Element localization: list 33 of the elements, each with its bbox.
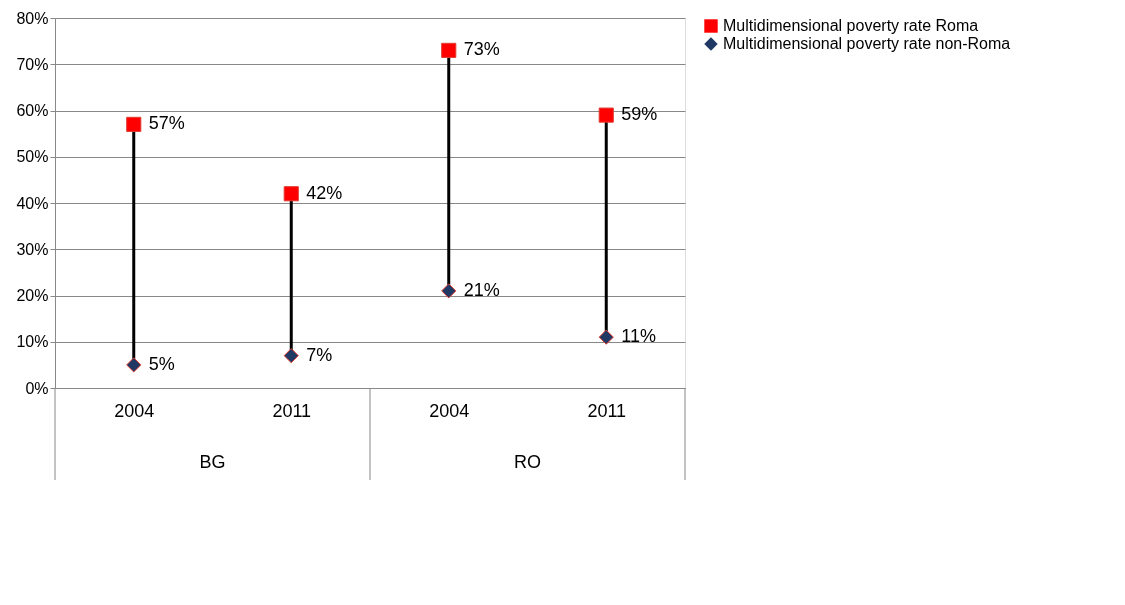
y-tick-label: 20%	[16, 287, 49, 304]
y-tick-label: 30%	[16, 240, 49, 258]
y-tick-label: 0%	[25, 379, 49, 397]
y-tick-label: 80%	[16, 9, 49, 27]
point	[598, 329, 614, 345]
x-tick-label: 2004	[429, 400, 470, 421]
y-tick-label: 40%	[16, 194, 49, 212]
x-tick-label: 2011	[587, 400, 627, 421]
text: RO	[514, 452, 541, 472]
data-label: 59%	[621, 104, 658, 125]
point	[283, 186, 299, 202]
x-tick-label: 2004	[114, 400, 155, 421]
point	[126, 116, 142, 132]
point	[126, 357, 142, 373]
data-label: 73%	[463, 39, 500, 60]
text: BG	[199, 452, 226, 472]
data-label: 21%	[463, 279, 500, 300]
legend-label: Multidimensional poverty rate non-Roma	[723, 35, 1011, 52]
point	[441, 42, 457, 58]
x-tick-label: 2011	[272, 400, 312, 421]
y-tick-label: 70%	[16, 55, 49, 73]
data-label: 42%	[306, 182, 343, 203]
data-label: 7%	[306, 344, 333, 365]
y-tick-label: 10%	[16, 333, 49, 351]
y-tick-label: 50%	[16, 148, 49, 166]
y-tick-label: 60%	[16, 102, 49, 119]
data-label: 5%	[148, 353, 175, 374]
data-label: 57%	[148, 113, 185, 134]
point	[283, 348, 299, 364]
point	[441, 283, 457, 299]
data-label: 11%	[621, 326, 656, 347]
point	[598, 107, 614, 123]
legend-label: Multidimensional poverty rate Roma	[723, 17, 979, 34]
